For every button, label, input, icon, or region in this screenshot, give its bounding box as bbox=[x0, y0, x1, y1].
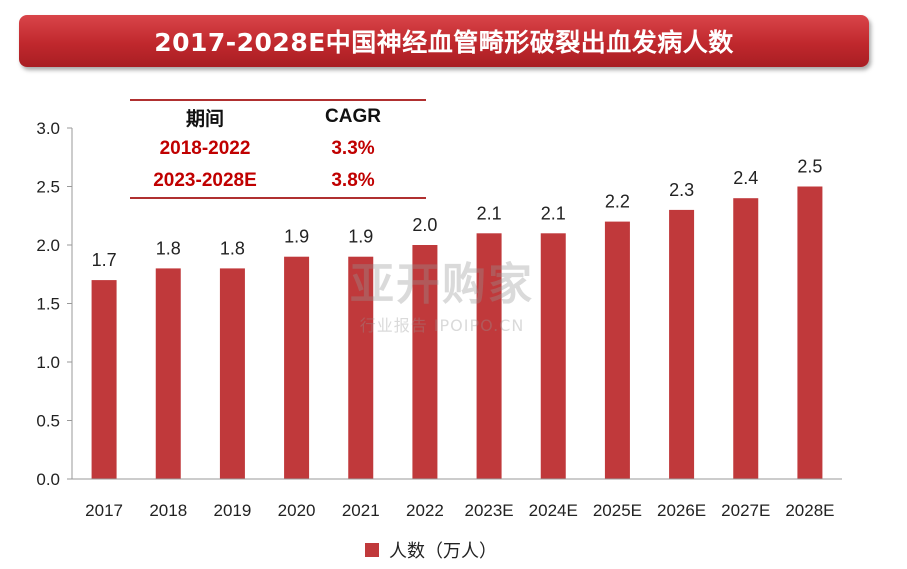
bars bbox=[91, 186, 823, 479]
x-tick-label: 2025E bbox=[593, 501, 642, 520]
cagr-bottom-rule bbox=[130, 197, 426, 199]
cagr-value: 3.8% bbox=[331, 170, 375, 191]
data-label: 2.2 bbox=[605, 192, 630, 212]
data-labels: 1.7 1.8 1.8 1.9 1.9 2.0 2.1 2.1 2.2 2.3 2.4 2.5 bbox=[92, 157, 823, 271]
x-tick-label: 2023E bbox=[464, 501, 513, 520]
watermark: 亚开购家 行业报告 IPOIPO.CN bbox=[350, 248, 534, 336]
x-tick-label: 2020 bbox=[278, 501, 316, 520]
x-tick-label: 2028E bbox=[785, 501, 834, 520]
bar bbox=[733, 198, 759, 479]
x-tick-label: 2027E bbox=[721, 501, 770, 520]
y-tick-label: 2.0 bbox=[36, 236, 60, 255]
x-tick-label: 2017 bbox=[85, 501, 123, 520]
x-tick-label: 2019 bbox=[214, 501, 252, 520]
chart-title-banner: 2017-2028E中国神经血管畸形破裂出血发病人数 bbox=[19, 15, 869, 67]
y-tick-label: 3.0 bbox=[36, 119, 60, 138]
bar bbox=[540, 233, 566, 479]
cagr-row: 2018-2022 3.3% bbox=[130, 133, 426, 165]
cagr-row: 2023-2028E 3.8% bbox=[130, 165, 426, 197]
bar bbox=[284, 256, 310, 479]
data-label: 1.8 bbox=[220, 238, 245, 258]
x-tick-label: 2024E bbox=[529, 501, 578, 520]
cagr-table: 期间 CAGR 2018-2022 3.3% 2023-2028E 3.8% bbox=[130, 99, 426, 199]
y-tick-label: 0.0 bbox=[36, 470, 60, 489]
cagr-top-rule bbox=[130, 99, 426, 101]
cagr-header-row: 期间 CAGR bbox=[130, 101, 426, 133]
bar bbox=[797, 186, 823, 479]
cagr-period: 2023-2028E bbox=[153, 170, 257, 191]
bar bbox=[91, 280, 117, 479]
data-label: 1.7 bbox=[92, 250, 117, 270]
data-label: 1.9 bbox=[348, 227, 373, 247]
cagr-period: 2018-2022 bbox=[159, 138, 251, 159]
data-label: 2.3 bbox=[669, 180, 694, 200]
bar bbox=[669, 209, 695, 479]
chart-legend: 人数（万人） bbox=[365, 537, 497, 563]
data-label: 2.5 bbox=[797, 157, 822, 177]
x-axis: 2017 2018 2019 2020 2021 2022 2023E 2024E 2025E 2… bbox=[72, 478, 842, 520]
data-label: 2.1 bbox=[541, 203, 566, 223]
bar bbox=[348, 256, 374, 479]
y-tick-label: 1.0 bbox=[36, 353, 60, 372]
x-tick-label: 2022 bbox=[406, 501, 444, 520]
chart-title: 2017-2028E中国神经血管畸形破裂出血发病人数 bbox=[154, 28, 734, 57]
data-label: 2.4 bbox=[733, 168, 758, 188]
x-tick-label: 2021 bbox=[342, 501, 380, 520]
data-label: 1.8 bbox=[156, 238, 181, 258]
bar bbox=[155, 268, 181, 479]
data-label: 1.9 bbox=[284, 227, 309, 247]
y-tick-label: 0.5 bbox=[36, 412, 60, 431]
bar bbox=[219, 268, 245, 479]
cagr-header-period: 期间 bbox=[185, 108, 224, 130]
x-tick-label: 2018 bbox=[149, 501, 187, 520]
cagr-header-cagr: CAGR bbox=[325, 106, 381, 127]
data-label: 2.0 bbox=[412, 215, 437, 235]
bar bbox=[476, 233, 502, 479]
y-axis: 0.0 0.5 1.0 1.5 2.0 2.5 3.0 bbox=[36, 119, 73, 489]
watermark-main: 亚开购家 bbox=[350, 259, 534, 310]
bar bbox=[412, 245, 438, 479]
legend-swatch bbox=[365, 543, 379, 557]
bar bbox=[604, 221, 630, 479]
y-tick-label: 2.5 bbox=[36, 178, 60, 197]
watermark-sub: 行业报告 IPOIPO.CN bbox=[359, 316, 525, 335]
cagr-value: 3.3% bbox=[331, 138, 375, 159]
data-label: 2.1 bbox=[477, 203, 502, 223]
x-tick-label: 2026E bbox=[657, 501, 706, 520]
legend-label: 人数（万人） bbox=[389, 541, 497, 562]
y-tick-label: 1.5 bbox=[36, 295, 60, 314]
